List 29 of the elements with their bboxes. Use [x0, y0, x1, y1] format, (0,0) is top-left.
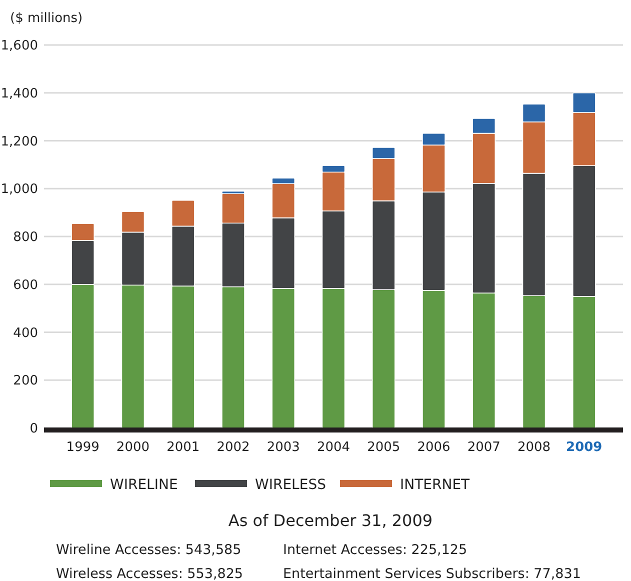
text: Wireless Accesses: 553,825 [56, 566, 243, 581]
y-tick-label: 200 [13, 374, 38, 389]
x-tick-label: 2001 [166, 440, 200, 455]
text: Wireline Accesses: 543,585 [56, 542, 242, 558]
legend-label: WIRELESS [255, 477, 326, 493]
x-tick-label: 2007 [467, 440, 500, 455]
x-tick-label: 2002 [216, 440, 250, 455]
legend-label: INTERNET [400, 477, 470, 493]
x-tick-label: 2000 [116, 440, 150, 455]
y-axis-title: ($ millions) [10, 11, 83, 26]
x-tick-label: 1999 [66, 440, 100, 455]
text: Internet Accesses: 225,125 [283, 542, 468, 558]
x-tick-label: 2004 [316, 440, 350, 455]
y-tick-label: 1,200 [0, 134, 38, 150]
y-tick-label: 600 [13, 278, 38, 293]
legend-label: WIRELINE [110, 477, 178, 493]
y-tick-label: 800 [13, 230, 38, 245]
x-tick-label: 2003 [266, 440, 300, 455]
y-tick-label: 0 [30, 422, 38, 436]
y-tick-label: 1,600 [0, 38, 38, 54]
y-tick-label: 1,400 [0, 86, 38, 102]
y-tick-label: 1,000 [0, 182, 38, 198]
x-tick-label: 2009 [566, 440, 602, 455]
y-tick-label: 400 [13, 326, 38, 341]
x-tick-label: 2005 [367, 440, 400, 455]
text: Entertainment Services Subscribers: 77,831 [283, 566, 581, 581]
x-tick-label: 2006 [417, 440, 450, 455]
text: As of December 31, 2009 [228, 511, 433, 530]
x-tick-label: 2008 [517, 440, 551, 455]
